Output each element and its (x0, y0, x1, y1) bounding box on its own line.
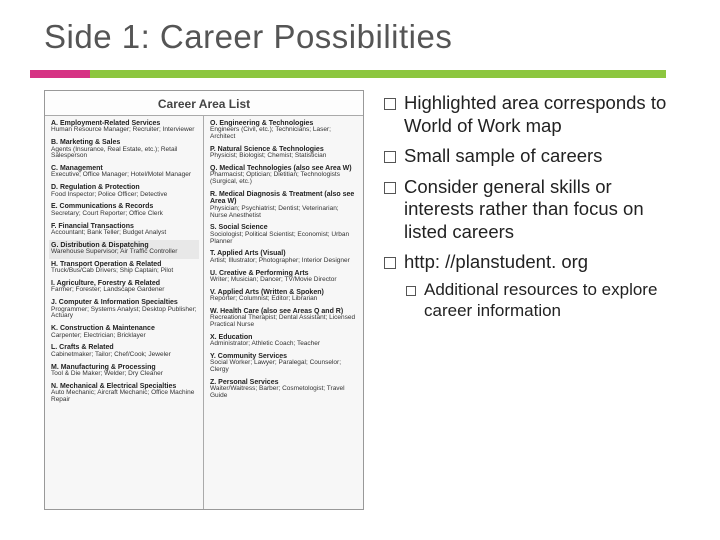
slide-title: Side 1: Career Possibilities (44, 18, 686, 56)
career-entry-sub: Human Resource Manager; Recruiter; Inter… (51, 127, 197, 134)
career-entry: U. Creative & Performing ArtsWriter; Mus… (208, 268, 359, 287)
career-entry: V. Applied Arts (Written & Spoken)Report… (208, 287, 359, 306)
career-entry: M. Manufacturing & ProcessingTool & Die … (49, 362, 199, 381)
career-area-list-panel: Career Area List A. Employment-Related S… (44, 90, 364, 510)
career-entry-sub: Accountant; Bank Teller; Budget Analyst (51, 230, 197, 237)
career-entry: R. Medical Diagnosis & Treatment (also s… (208, 189, 359, 222)
career-entry-sub: Agents (Insurance, Real Estate, etc.); R… (51, 147, 197, 161)
bullet-item: Highlighted area corresponds to World of… (382, 92, 686, 137)
career-entry-sub: Sociologist; Political Scientist; Econom… (210, 232, 357, 246)
career-entry-sub: Recreational Therapist; Dental Assistant… (210, 315, 357, 329)
career-entry: Y. Community ServicesSocial Worker; Lawy… (208, 351, 359, 377)
career-entry: Q. Medical Technologies (also see Area W… (208, 163, 359, 189)
career-entry-sub: Writer; Musician; Dancer; TV/Movie Direc… (210, 277, 357, 284)
career-entry: B. Marketing & SalesAgents (Insurance, R… (49, 137, 199, 163)
career-entry: H. Transport Operation & RelatedTruck/Bu… (49, 259, 199, 278)
career-entry: X. EducationAdministrator; Athletic Coac… (208, 332, 359, 351)
career-entry-sub: Cabinetmaker; Tailor; Chef/Cook; Jeweler (51, 352, 197, 359)
career-entry: W. Health Care (also see Areas Q and R)R… (208, 306, 359, 332)
career-column-right: O. Engineering & TechnologiesEngineers (… (204, 116, 363, 509)
bullet-item: Consider general skills or interests rat… (382, 176, 686, 244)
career-entry: G. Distribution & DispatchingWarehouse S… (49, 240, 199, 259)
career-entry: P. Natural Science & TechnologiesPhysici… (208, 144, 359, 163)
career-entry: L. Crafts & RelatedCabinetmaker; Tailor;… (49, 342, 199, 361)
bullet-item: http: //planstudent. orgAdditional resou… (382, 251, 686, 321)
career-entry-sub: Truck/Bus/Cab Drivers; Ship Captain; Pil… (51, 268, 197, 275)
career-entry-sub: Pharmacist; Optician; Dietitian; Technol… (210, 172, 357, 186)
accent-segment-a (30, 70, 90, 78)
career-entry: Z. Personal ServicesWaiter/Waitress; Bar… (208, 377, 359, 403)
career-entry-sub: Social Worker; Lawyer; Paralegal; Counse… (210, 360, 357, 374)
career-entry-sub: Engineers (Civil, etc.); Technicians; La… (210, 127, 357, 141)
career-column-left: A. Employment-Related ServicesHuman Reso… (45, 116, 204, 509)
career-entry-sub: Executive; Office Manager; Hotel/Motel M… (51, 172, 197, 179)
career-entry-sub: Reporter; Columnist; Editor; Librarian (210, 296, 357, 303)
bullet-item: Small sample of careers (382, 145, 686, 168)
career-entry-sub: Auto Mechanic; Aircraft Mechanic; Office… (51, 390, 197, 404)
career-entry: D. Regulation & ProtectionFood Inspector… (49, 182, 199, 201)
accent-line (30, 70, 666, 78)
career-entry-sub: Tool & Die Maker; Welder; Dry Cleaner (51, 371, 197, 378)
career-entry: N. Mechanical & Electrical SpecialtiesAu… (49, 381, 199, 407)
career-entry-sub: Warehouse Supervisor; Air Traffic Contro… (51, 249, 197, 256)
sub-bullet-list: Additional resources to explore career i… (404, 280, 686, 321)
career-entry: A. Employment-Related ServicesHuman Reso… (49, 118, 199, 137)
career-entry: I. Agriculture, Forestry & RelatedFarmer… (49, 278, 199, 297)
career-entry-sub: Physician; Psychiatrist; Dentist; Veteri… (210, 206, 357, 220)
career-entry-sub: Carpenter; Electrician; Bricklayer (51, 333, 197, 340)
career-entry: C. ManagementExecutive; Office Manager; … (49, 163, 199, 182)
career-entry-sub: Food Inspector; Police Officer; Detectiv… (51, 192, 197, 199)
career-entry-head: R. Medical Diagnosis & Treatment (also s… (210, 191, 357, 206)
career-entry-sub: Programmer; Systems Analyst; Desktop Pub… (51, 307, 197, 321)
career-entry-sub: Artist; Illustrator; Photographer; Inter… (210, 258, 357, 265)
career-entry-sub: Waiter/Waitress; Barber; Cosmetologist; … (210, 386, 357, 400)
panel-title: Career Area List (45, 91, 363, 116)
bullet-list: Highlighted area corresponds to World of… (382, 92, 686, 321)
sub-bullet-item: Additional resources to explore career i… (404, 280, 686, 321)
career-entry: J. Computer & Information SpecialtiesPro… (49, 297, 199, 323)
career-entry-sub: Physicist; Biologist; Chemist; Statistic… (210, 153, 357, 160)
career-entry: T. Applied Arts (Visual)Artist; Illustra… (208, 248, 359, 267)
career-columns: A. Employment-Related ServicesHuman Reso… (45, 116, 363, 509)
career-entry: S. Social ScienceSociologist; Political … (208, 222, 359, 248)
accent-segment-b (90, 70, 666, 78)
career-entry-sub: Farmer; Forester; Landscape Gardener (51, 287, 197, 294)
career-entry: K. Construction & MaintenanceCarpenter; … (49, 323, 199, 342)
career-entry: F. Financial TransactionsAccountant; Ban… (49, 221, 199, 240)
bullet-panel: Highlighted area corresponds to World of… (382, 90, 686, 510)
career-entry-sub: Secretary; Court Reporter; Office Clerk (51, 211, 197, 218)
career-entry: E. Communications & RecordsSecretary; Co… (49, 201, 199, 220)
career-entry-sub: Administrator; Athletic Coach; Teacher (210, 341, 357, 348)
career-entry: O. Engineering & TechnologiesEngineers (… (208, 118, 359, 144)
